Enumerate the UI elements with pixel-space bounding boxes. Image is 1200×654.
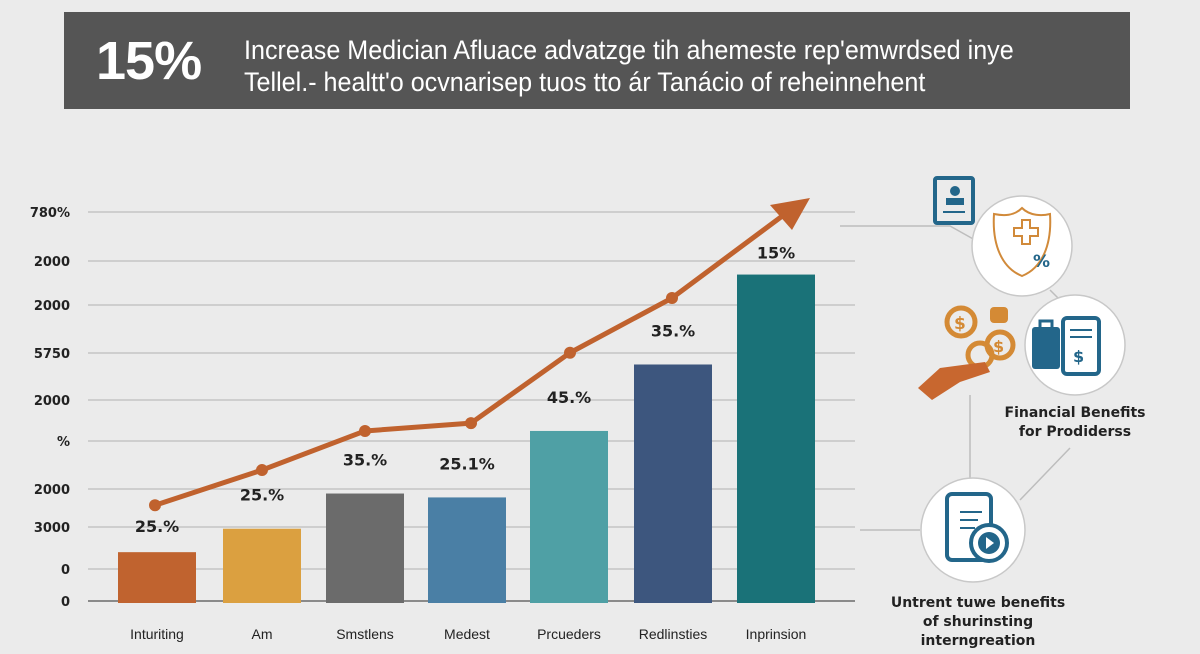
- data-label: 25.%: [135, 517, 179, 536]
- x-tick-label: Redlinsties: [639, 626, 707, 642]
- data-label: 35.%: [343, 451, 387, 470]
- trend-point: [564, 346, 576, 359]
- trend-point: [666, 292, 678, 305]
- headline-stat: 15%: [96, 31, 202, 91]
- y-tick-label: 0: [61, 563, 70, 578]
- y-tick-label: 3000: [34, 521, 70, 536]
- data-label: 25.1%: [439, 454, 495, 473]
- y-tick-label: 0: [61, 595, 70, 610]
- subtitle-line-2: Tellel.- healtt'o ocvnarisep tuos tto ár…: [244, 67, 926, 97]
- y-tick-label: 2000: [34, 299, 70, 314]
- caption-financial-benefits: Financial Benefits for Prodiderss: [1004, 405, 1146, 440]
- profile-card-icon: [933, 176, 975, 225]
- y-tick-label: 5750: [34, 347, 70, 362]
- bar: [737, 274, 815, 603]
- x-tick-label: Medest: [444, 626, 490, 642]
- y-tick-label: 2000: [34, 255, 70, 270]
- trend-point: [149, 499, 161, 512]
- bar: [223, 528, 301, 603]
- y-tick-label: %: [57, 435, 70, 450]
- y-tick-label: 2000: [34, 394, 70, 409]
- y-tick-label: 780%: [30, 206, 70, 221]
- connector-lines: [840, 225, 1071, 531]
- data-label: 15%: [757, 244, 795, 263]
- trend-point: [256, 464, 268, 477]
- x-tick-label: Prcueders: [537, 626, 601, 642]
- subtitle-line-1: Increase Medician Afluace advatzge tih a…: [244, 35, 1014, 65]
- svg-text:$: $: [954, 314, 966, 334]
- x-tick-label: Smstlens: [336, 626, 394, 642]
- coins-hand-icon: $ $: [918, 305, 1016, 400]
- tablet-checklist-play-icon: [920, 477, 1026, 583]
- svg-text:$: $: [1073, 347, 1084, 366]
- svg-text:$: $: [993, 337, 1004, 356]
- data-label: 45.%: [547, 388, 591, 407]
- trend-arrowhead: [770, 198, 810, 230]
- y-tick-label: 2000: [34, 483, 70, 498]
- header-banner: 15% Increase Medician Afluace advatzge t…: [64, 12, 1130, 109]
- bar: [634, 364, 712, 603]
- x-tick-label: Am: [252, 626, 273, 642]
- bag-tablet-dollar-icon: $: [1024, 294, 1126, 396]
- caption-integration-benefits: Untrent tuwe benefits of shurinsting int…: [890, 595, 1066, 649]
- trend-point: [465, 417, 477, 430]
- shield-plus-percent-icon: %: [971, 195, 1073, 297]
- bar: [428, 497, 506, 603]
- bar: [118, 552, 196, 603]
- bar: [326, 493, 404, 603]
- data-label: 25.%: [240, 486, 284, 505]
- svg-text:%: %: [1033, 252, 1050, 272]
- data-label: 35.%: [651, 321, 695, 340]
- header-subtitle: Increase Medician Afluace advatzge tih a…: [244, 34, 1014, 98]
- x-tick-label: Inturiting: [130, 626, 184, 642]
- x-tick-label: Inprinsion: [746, 626, 807, 642]
- trend-point: [359, 424, 371, 437]
- bar: [530, 430, 608, 603]
